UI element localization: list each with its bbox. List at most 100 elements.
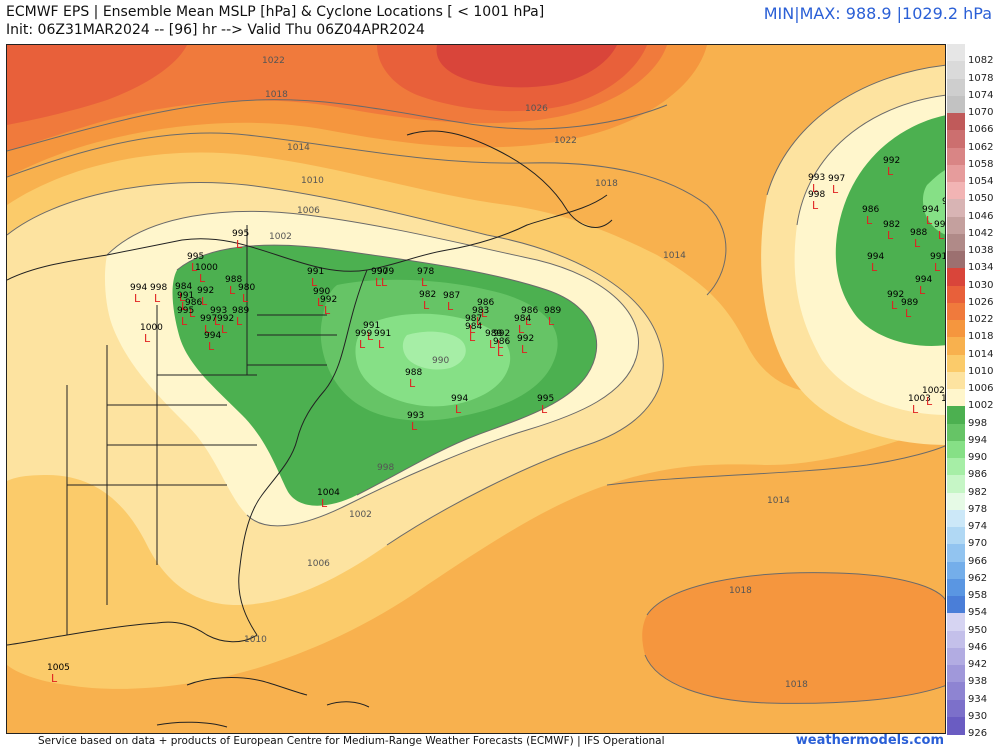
colorbar-label: 1030: [968, 279, 994, 291]
cyclone-l-icon: L: [497, 338, 504, 351]
colorbar-label: 1014: [968, 348, 994, 360]
cyclone-l-icon: L: [134, 292, 141, 305]
colorbar-label: 930: [968, 710, 988, 722]
cyclone-pressure-label: 988: [225, 275, 242, 285]
cyclone-l-icon: L: [189, 307, 196, 320]
colorbar-swatch: [947, 544, 965, 562]
init-valid-time: Init: 06Z31MAR2024 -- [96] hr --> Valid …: [6, 22, 425, 38]
cyclone-pressure-label: 1005: [47, 663, 70, 673]
colorbar-label: 1034: [968, 262, 994, 274]
high-1018-south: [642, 572, 945, 704]
colorbar-swatch: [947, 130, 965, 148]
cyclone-pressure-label: 1002: [941, 394, 946, 404]
colorbar-swatch: [947, 78, 965, 97]
colorbar-swatch: [947, 216, 965, 235]
cyclone-pressure-label: 991: [374, 329, 391, 339]
colorbar-label: 1070: [968, 107, 994, 118]
isobar-label: 1018: [785, 680, 808, 690]
cyclone-pressure-label: 978: [417, 267, 434, 277]
isobar-label: 1006: [297, 206, 320, 216]
colorbar-label: 966: [968, 555, 988, 567]
cyclone-l-icon: L: [489, 338, 496, 351]
cyclone-pressure-label: 992: [320, 295, 337, 305]
low-990-east: [922, 170, 945, 235]
cyclone-l-icon: L: [469, 331, 476, 344]
colorbar-swatch: [947, 147, 965, 166]
cyclone-pressure-label: 1000: [195, 263, 218, 273]
colorbar-swatch: [947, 492, 965, 511]
colorbar-swatch: [947, 630, 965, 649]
brand-link[interactable]: weathermodels.com: [795, 733, 944, 748]
cyclone-pressure-label: 982: [883, 220, 900, 230]
cyclone-pressure-label: 9987: [934, 220, 946, 230]
cyclone-l-icon: L: [214, 315, 221, 328]
cyclone-l-icon: L: [518, 323, 525, 336]
colorbar-swatch: [947, 95, 965, 114]
isobar-label: 1002: [269, 232, 292, 242]
cyclone-l-icon: L: [832, 183, 839, 196]
colorbar-label: 954: [968, 607, 988, 619]
colorbar-label: 1010: [968, 365, 994, 377]
cyclone-pressure-label: 994: [130, 283, 147, 293]
colorbar-swatch: [947, 199, 965, 217]
colorbar-label: 982: [968, 486, 988, 498]
colorbar-swatch: [947, 302, 965, 321]
colorbar-swatch: [947, 440, 965, 459]
colorbar-label: 1066: [968, 124, 994, 136]
cyclone-pressure-label: 986: [185, 298, 202, 308]
cyclone-l-icon: L: [541, 403, 548, 416]
colorbar-swatch: [947, 458, 965, 476]
cyclone-pressure-label: 989: [485, 329, 502, 339]
cyclone-pressure-label: 992: [217, 314, 234, 324]
isobar-label: 1014: [663, 251, 686, 261]
cyclone-l-icon: L: [421, 276, 428, 289]
cyclone-pressure-label: 984: [514, 314, 531, 324]
cyclone-l-icon: L: [381, 276, 388, 289]
cyclone-pressure-label: 992: [493, 329, 510, 339]
cyclone-pressure-label: 987: [443, 291, 460, 301]
colorbar-swatch: [947, 423, 965, 442]
cyclone-l-icon: L: [887, 229, 894, 242]
colorbar-label: 1050: [968, 193, 994, 205]
cyclone-l-icon: L: [154, 292, 161, 305]
colorbar-label: 958: [968, 590, 988, 601]
cyclone-pressure-label: 986: [477, 298, 494, 308]
cyclone-l-icon: L: [199, 272, 206, 285]
min-max-readout: MIN|MAX: 988.9 |1029.2 hPa: [763, 4, 992, 23]
cyclone-l-icon: L: [455, 403, 462, 416]
colorbar-label: 1038: [968, 245, 994, 256]
isobar-label: 1002: [349, 510, 372, 520]
colorbar-label: 994: [968, 434, 988, 446]
colorbar-swatch: [947, 233, 965, 252]
cyclone-pressure-label: 991: [363, 321, 380, 331]
isobar-label: 1018: [265, 90, 288, 100]
cyclone-pressure-label: 995: [537, 394, 554, 404]
cyclone-l-icon: L: [359, 338, 366, 351]
cyclone-l-icon: L: [229, 284, 236, 297]
colorbar-label: 938: [968, 676, 988, 688]
cyclone-pressure-label: 991: [177, 291, 194, 301]
cyclone-l-icon: L: [812, 199, 819, 212]
isobar-label: 1018: [729, 586, 752, 596]
low-998-east: [835, 115, 945, 346]
cyclone-l-icon: L: [51, 672, 58, 685]
colorbar-swatch: [947, 320, 965, 338]
colorbar-label: 1026: [968, 296, 994, 308]
colorbar-swatch: [947, 182, 965, 200]
cyclone-pressure-label: 997: [200, 314, 217, 324]
isobar-label: 1010: [301, 176, 324, 186]
cyclone-pressure-label: 993: [942, 197, 946, 207]
cyclone-pressure-label: 994: [915, 275, 932, 285]
isobar-lines: [7, 64, 945, 704]
cyclone-l-icon: L: [236, 315, 243, 328]
cyclone-l-icon: L: [378, 338, 385, 351]
colorbar-swatch: [947, 527, 965, 545]
cyclone-pressure-label: 992: [887, 290, 904, 300]
caribbean-islands: [156, 677, 370, 728]
cyclone-l-icon: L: [905, 307, 912, 320]
colorbar-label: 1018: [968, 331, 994, 343]
colorbar-swatch: [947, 716, 965, 735]
colorbar-swatch: [947, 699, 965, 718]
cyclone-pressure-label: 995: [187, 252, 204, 262]
cyclone-l-icon: L: [934, 261, 941, 274]
